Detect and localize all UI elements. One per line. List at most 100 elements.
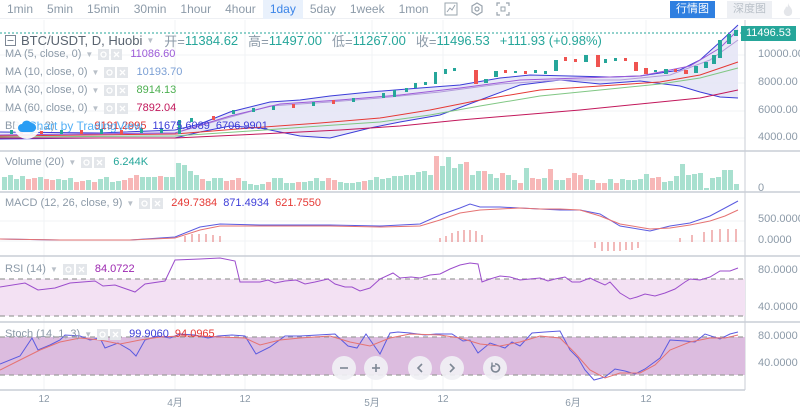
- legend-ma30: MA (30, close, 0) ▼ 8914.13: [5, 84, 176, 96]
- close-value: 11496.53: [436, 33, 490, 48]
- scroll-left-button[interactable]: [408, 356, 432, 380]
- timeframe-4hour[interactable]: 4hour: [225, 1, 256, 16]
- gear-icon[interactable]: [104, 102, 116, 114]
- timeframe-30min[interactable]: 30min: [133, 1, 167, 16]
- macd-line-value: 871.4934: [223, 197, 270, 209]
- chevron-down-icon[interactable]: ▼: [91, 67, 100, 77]
- rsi-tick: 80.0000: [758, 264, 798, 276]
- symbol-legend: BTC/USDT, D, Huobi ▼ 开= 11384.62 高= 11497.…: [5, 31, 602, 50]
- last-price-tag: 11496.53: [741, 26, 796, 41]
- kline-view-button[interactable]: 行情图: [670, 1, 715, 18]
- depth-view-button[interactable]: 深度图: [727, 1, 772, 18]
- legend-ma10: MA (10, close, 0) ▼ 10193.70: [5, 66, 182, 78]
- close-icon[interactable]: [152, 197, 164, 209]
- ma60-value: 7892.04: [136, 102, 177, 114]
- time-tick: 4月: [167, 398, 183, 409]
- macd-label[interactable]: MACD (12, 26, close, 9): [5, 197, 123, 209]
- gear-icon[interactable]: [104, 84, 116, 96]
- price-tick: 6000.00: [758, 104, 798, 116]
- chevron-down-icon[interactable]: ▼: [91, 85, 100, 95]
- zoom-in-button[interactable]: [364, 356, 388, 380]
- timeframe-15min[interactable]: 15min: [87, 1, 120, 16]
- chevron-down-icon[interactable]: ▼: [49, 264, 58, 274]
- gear-icon[interactable]: [104, 66, 116, 78]
- rsi-label[interactable]: RSI (14): [5, 263, 46, 275]
- close-icon[interactable]: [117, 84, 129, 96]
- gear-icon[interactable]: [98, 48, 110, 60]
- low-label: 低=: [332, 34, 353, 49]
- close-icon[interactable]: [117, 102, 129, 114]
- timeframe-1min[interactable]: 1min: [7, 1, 34, 16]
- timeframe-1day[interactable]: 1day: [262, 0, 303, 19]
- chart-type-icon[interactable]: [440, 0, 462, 19]
- macd-signal-value: 621.7550: [275, 197, 321, 209]
- time-tick: 5月: [364, 398, 380, 409]
- collapse-icon[interactable]: [5, 35, 16, 46]
- chevron-down-icon[interactable]: ▼: [91, 103, 100, 113]
- macd-hist-value: 249.7384: [171, 197, 218, 209]
- stoch-label[interactable]: Stoch (14, 1, 3): [5, 328, 81, 340]
- ma30-label[interactable]: MA (30, close, 0): [5, 84, 88, 96]
- tradingview-cloud-icon: [14, 113, 40, 139]
- close-icon[interactable]: [117, 66, 129, 78]
- gear-icon[interactable]: [139, 197, 151, 209]
- price-tick: 4000.00: [758, 131, 798, 143]
- zoom-out-button[interactable]: [332, 356, 356, 380]
- legend-ma5: MA (5, close, 0) ▼ 11086.60: [5, 48, 175, 60]
- chevron-down-icon[interactable]: ▼: [68, 157, 77, 167]
- price-tick: 8000.00: [758, 76, 798, 88]
- gear-icon[interactable]: [62, 263, 74, 275]
- watermark: Chart by TradingView: [28, 119, 143, 133]
- macd-tick: 0.0000: [758, 234, 792, 246]
- time-tick: 12: [239, 394, 251, 405]
- legend-macd: MACD (12, 26, close, 9) ▼ 249.7384 871.49…: [5, 197, 321, 209]
- legend-volume: Volume (20) ▼ 6.244K: [5, 156, 148, 168]
- timeframe-5day[interactable]: 5day: [309, 1, 336, 16]
- legend-rsi: RSI (14) ▼ 84.0722: [5, 263, 135, 275]
- toolbar: 1min 5min 15min 30min 1hour 4hour 1day 5…: [0, 0, 800, 19]
- scroll-right-button[interactable]: [440, 356, 464, 380]
- stoch-k-value: 99.9060: [129, 328, 169, 340]
- timeframe-1hour[interactable]: 1hour: [180, 1, 212, 16]
- legend-ma60: MA (60, close, 0) ▼ 7892.04: [5, 102, 176, 114]
- chart-canvas[interactable]: [0, 20, 800, 411]
- ma10-label[interactable]: MA (10, close, 0): [5, 66, 88, 78]
- close-icon[interactable]: [110, 328, 122, 340]
- ma5-label[interactable]: MA (5, close, 0): [5, 48, 82, 60]
- volume-label[interactable]: Volume (20): [5, 156, 65, 168]
- gear-icon[interactable]: [97, 328, 109, 340]
- legend-bb: BB (20, 2) 9191.2995 11675.6089 6706.990…: [5, 120, 268, 132]
- chevron-down-icon[interactable]: ▼: [84, 329, 93, 339]
- close-label: 收=: [415, 34, 437, 49]
- symbol-name[interactable]: BTC/USDT, D, Huobi: [21, 33, 143, 48]
- chevron-down-icon[interactable]: ▼: [126, 198, 135, 208]
- timeframe-1mon[interactable]: 1mon: [398, 1, 429, 16]
- high-label: 高=: [248, 34, 269, 49]
- timeframe-5min[interactable]: 5min: [47, 1, 74, 16]
- time-tick: 6月: [565, 398, 581, 409]
- legend-stoch: Stoch (14, 1, 3) ▼ 99.9060 94.0965: [5, 328, 215, 340]
- stoch-tick: 40.0000: [758, 357, 798, 369]
- timeframe-1week[interactable]: 1week: [349, 1, 385, 16]
- bb-basis-value: 9191.2995: [94, 120, 147, 132]
- change-value: +111.93 (+0.98%): [499, 33, 602, 48]
- chevron-down-icon[interactable]: ▼: [146, 36, 155, 45]
- volume-value: 6.244K: [113, 156, 149, 168]
- flame-icon: [782, 2, 794, 23]
- close-icon[interactable]: [94, 156, 106, 168]
- price-tick: 10000.00: [758, 48, 800, 60]
- reset-button[interactable]: [483, 356, 507, 380]
- time-tick: 12: [38, 394, 50, 405]
- settings-icon[interactable]: [466, 0, 488, 19]
- macd-tick: 500.0000: [758, 213, 800, 225]
- fullscreen-icon[interactable]: [492, 0, 514, 19]
- chevron-down-icon[interactable]: ▼: [85, 49, 94, 59]
- close-icon[interactable]: [111, 48, 123, 60]
- volume-tick: 0: [758, 182, 765, 194]
- ma60-label[interactable]: MA (60, close, 0): [5, 102, 88, 114]
- close-icon[interactable]: [75, 263, 87, 275]
- gear-icon[interactable]: [81, 156, 93, 168]
- bb-lower-value: 6706.9901: [215, 120, 268, 132]
- ma5-value: 11086.60: [130, 48, 176, 60]
- chart-area[interactable]: BTC/USDT, D, Huobi ▼ 开= 11384.62 高= 11497.…: [0, 20, 800, 411]
